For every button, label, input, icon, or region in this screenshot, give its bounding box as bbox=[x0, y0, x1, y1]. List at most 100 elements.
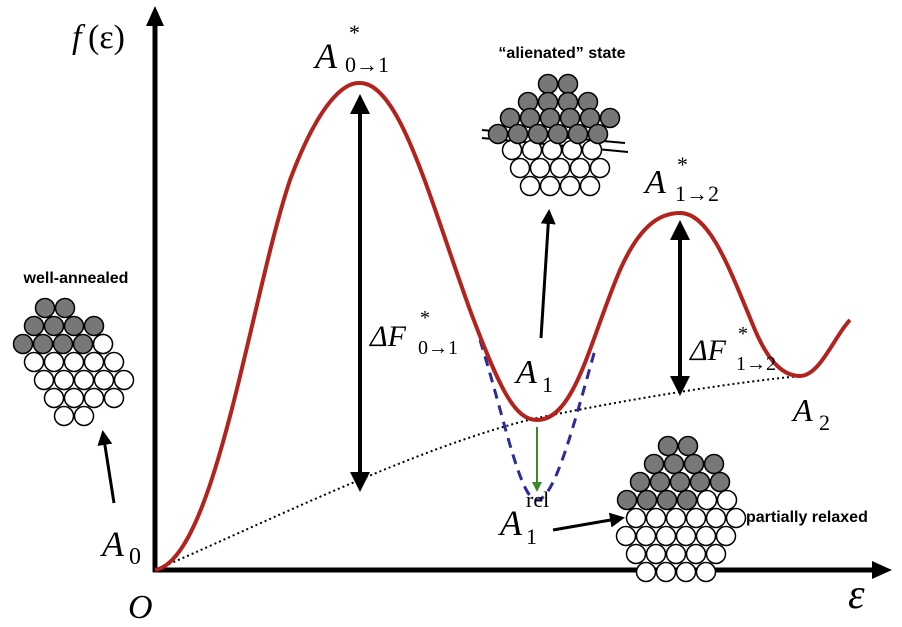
math-label: ΔF bbox=[689, 334, 727, 367]
math-sup: * bbox=[738, 323, 748, 345]
atom bbox=[679, 437, 698, 456]
math-sub: 1 bbox=[526, 524, 537, 549]
atom bbox=[697, 563, 716, 582]
atom bbox=[678, 491, 697, 510]
atom bbox=[571, 159, 590, 178]
math-sub: 1 bbox=[542, 372, 553, 397]
math-sub: 2 bbox=[819, 410, 830, 435]
diagram: f (ε) O ε “alienated” state well-anneale… bbox=[0, 0, 902, 627]
atom bbox=[638, 491, 657, 510]
atom bbox=[65, 317, 84, 336]
atom bbox=[591, 159, 610, 178]
math-sub: 0→1 bbox=[418, 337, 458, 359]
atom bbox=[627, 545, 646, 564]
math-label: A bbox=[100, 524, 125, 564]
math-sup: * bbox=[677, 152, 688, 177]
atom bbox=[34, 335, 53, 354]
atom bbox=[637, 527, 656, 546]
atom bbox=[489, 125, 508, 144]
atom bbox=[727, 509, 746, 528]
math-label: A bbox=[643, 164, 666, 201]
atom bbox=[667, 509, 686, 528]
atom bbox=[25, 317, 44, 336]
atom bbox=[551, 159, 570, 178]
atom bbox=[45, 317, 64, 336]
atom bbox=[617, 527, 636, 546]
math-sup: rel bbox=[526, 487, 549, 512]
atom bbox=[711, 473, 730, 492]
atom bbox=[637, 563, 656, 582]
atom bbox=[539, 75, 558, 94]
origin-label: O bbox=[128, 589, 153, 626]
atom bbox=[105, 353, 124, 372]
atom bbox=[25, 353, 44, 372]
math-label: A bbox=[791, 392, 813, 428]
math-label: A bbox=[514, 354, 537, 391]
atom bbox=[647, 545, 666, 564]
atom bbox=[718, 491, 737, 510]
math-sub: 0→1 bbox=[345, 52, 389, 77]
atom bbox=[651, 473, 670, 492]
y-label: (ε) bbox=[88, 19, 125, 56]
atom bbox=[85, 317, 104, 336]
caption: well-annealed bbox=[23, 270, 129, 287]
atom bbox=[529, 125, 548, 144]
atom bbox=[647, 509, 666, 528]
math-label: A bbox=[313, 36, 338, 76]
atom bbox=[677, 527, 696, 546]
math-label: A bbox=[498, 503, 523, 543]
atom bbox=[687, 545, 706, 564]
atom bbox=[45, 353, 64, 372]
x-label: ε bbox=[848, 572, 865, 618]
atom bbox=[95, 371, 114, 390]
atom bbox=[56, 299, 75, 318]
atom bbox=[511, 159, 530, 178]
math-label: ΔF bbox=[369, 320, 407, 353]
atom bbox=[549, 125, 568, 144]
atom bbox=[54, 335, 73, 354]
atom bbox=[685, 455, 704, 474]
atom bbox=[677, 563, 696, 582]
atom bbox=[14, 335, 33, 354]
atom bbox=[36, 299, 55, 318]
atom bbox=[618, 491, 637, 510]
atom bbox=[717, 527, 736, 546]
atom bbox=[35, 371, 54, 390]
atom bbox=[509, 125, 528, 144]
atom bbox=[531, 159, 550, 178]
math-sup: * bbox=[420, 307, 430, 329]
math-sup: * bbox=[349, 20, 360, 45]
atom bbox=[105, 389, 124, 408]
atom bbox=[707, 509, 726, 528]
atom bbox=[55, 371, 74, 390]
atom bbox=[657, 527, 676, 546]
atom bbox=[45, 389, 64, 408]
atom bbox=[665, 455, 684, 474]
atom bbox=[705, 455, 724, 474]
atom bbox=[667, 545, 686, 564]
atom bbox=[658, 491, 677, 510]
y-arrow bbox=[146, 6, 164, 26]
caption: partially relaxed bbox=[746, 509, 868, 526]
atom bbox=[671, 473, 690, 492]
atom bbox=[569, 125, 588, 144]
atom bbox=[707, 545, 726, 564]
atom bbox=[561, 177, 580, 196]
caption: “alienated” state bbox=[498, 45, 625, 62]
y-label: f bbox=[72, 19, 86, 56]
atom bbox=[541, 177, 560, 196]
atom bbox=[691, 473, 710, 492]
x-arrow bbox=[872, 561, 892, 579]
atom bbox=[687, 509, 706, 528]
atom bbox=[85, 389, 104, 408]
math-sub: 1→2 bbox=[675, 181, 719, 206]
atom bbox=[631, 473, 650, 492]
atom bbox=[75, 407, 94, 426]
atom bbox=[657, 563, 676, 582]
atom bbox=[115, 371, 134, 390]
atom bbox=[659, 437, 678, 456]
atom bbox=[65, 353, 84, 372]
math-sub: 1→2 bbox=[736, 353, 776, 375]
atom bbox=[521, 177, 540, 196]
atom bbox=[589, 125, 608, 144]
